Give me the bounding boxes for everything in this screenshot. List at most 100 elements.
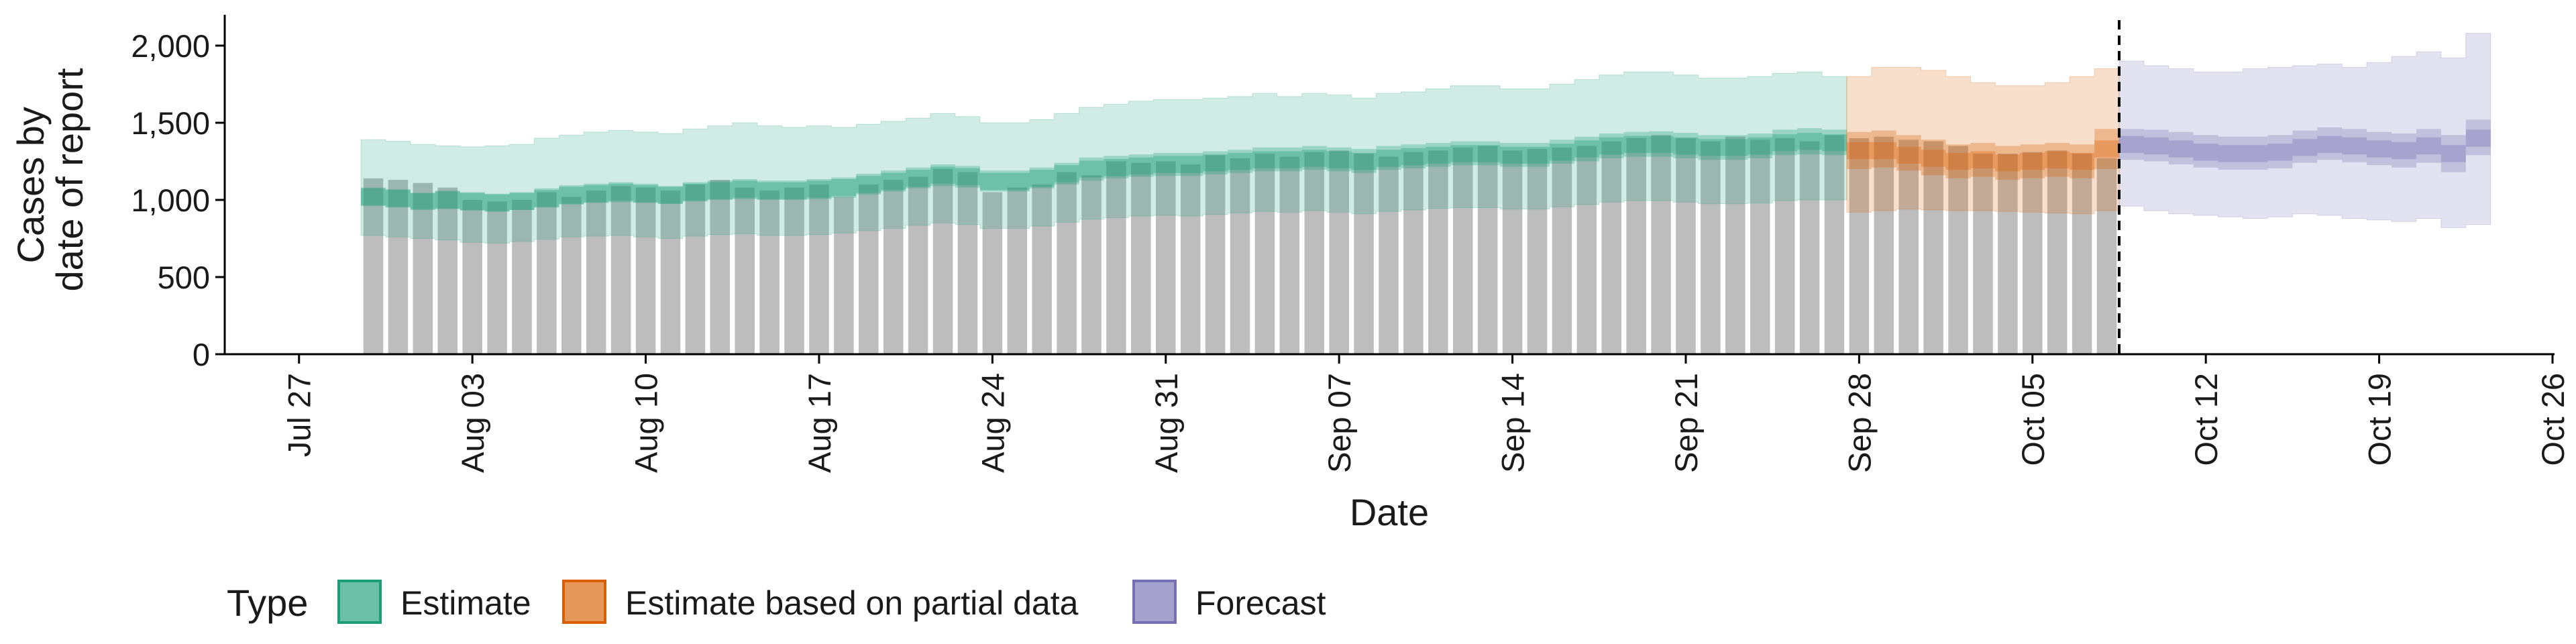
reported-cases-bar [437, 187, 458, 354]
x-tick-label: Oct 05 [2015, 373, 2051, 466]
reported-cases-bar [1874, 136, 1894, 354]
reported-cases-bar [1428, 150, 1448, 354]
reported-cases-bar [413, 182, 433, 354]
x-tick-label: Aug 03 [455, 373, 490, 473]
reported-cases-bar [883, 180, 904, 354]
estimate-ribbon-50 [361, 128, 1847, 212]
axes: 0 500 1,000 1,500 2,000 Jul 27 Aug 03 Aug 10 Au… [131, 15, 2571, 473]
reported-cases-bar [586, 191, 606, 354]
estimate-based-on-partial-data-median-band [1846, 140, 2119, 172]
reported-cases-bar [1824, 135, 1845, 354]
reported-cases-bar [685, 184, 706, 354]
x-axis-label: Date [1350, 491, 1429, 533]
reported-cases-bar [1626, 138, 1646, 354]
reported-cases-bar [487, 201, 507, 354]
y-tick-label: 1,000 [131, 182, 210, 218]
reported-cases-bar [1354, 154, 1374, 354]
reported-cases-bars [363, 135, 2117, 355]
reported-cases-bar [2023, 152, 2043, 354]
estimate-based-on-partial-data-ribbon-50 [1846, 129, 2119, 180]
reported-cases-bar [1799, 141, 1820, 354]
forecast-median-band [2119, 129, 2491, 162]
reported-cases-bar [1552, 147, 1572, 355]
reported-cases-bar [2072, 154, 2092, 354]
x-tick-label: Sep 28 [1841, 373, 1877, 473]
reported-cases-bar [784, 187, 804, 354]
x-tick-label: Aug 31 [1148, 373, 1184, 473]
reported-cases-bar [735, 187, 755, 354]
y-tick-label: 500 [158, 260, 210, 295]
estimate-based-on-partial-data-ribbon-90 [1846, 66, 2120, 215]
y-tick-label: 2,000 [131, 28, 210, 64]
reported-cases-bar [1774, 138, 1795, 354]
forecast-ribbon-50 [2119, 119, 2491, 172]
reported-cases-bar [462, 200, 482, 354]
reported-cases-bar [388, 180, 409, 354]
reported-cases-bar [1948, 146, 1968, 354]
reported-cases-bar [660, 191, 681, 354]
reported-cases-bar [1131, 162, 1151, 355]
x-tick-label: Oct 19 [2362, 373, 2398, 466]
reported-cases-bar [2096, 158, 2117, 354]
x-tick-label: Aug 17 [802, 373, 837, 473]
reported-cases-bar [1527, 149, 1548, 354]
reported-cases-bar [1279, 156, 1300, 354]
legend-key-estimate-based-on-partial-data [562, 580, 606, 624]
x-tick-label: Aug 24 [975, 373, 1010, 473]
reported-cases-bar [932, 169, 953, 354]
x-tick-label: Oct 12 [2188, 373, 2224, 466]
legend-label-estimate: Estimate [400, 584, 531, 622]
y-tick-label: 0 [193, 337, 210, 372]
reported-cases-bar [363, 178, 384, 354]
reported-cases-bar [610, 186, 631, 354]
reported-cases-bar [1379, 156, 1399, 354]
reported-cases-bar [1081, 175, 1102, 354]
legend-label-estimate-based-on-partial-data: Estimate based on partial data [625, 584, 1079, 622]
reported-cases-bar [561, 197, 582, 354]
reported-cases-bar [1057, 172, 1077, 354]
y-axis-label: Cases by date of report [9, 68, 91, 292]
reported-cases-bar [1452, 147, 1473, 355]
x-tick-label: Sep 14 [1495, 373, 1531, 473]
x-tick-label: Sep 07 [1322, 373, 1357, 473]
reported-cases-bar [1156, 161, 1176, 354]
reported-cases-bar [1502, 150, 1523, 354]
reported-cases-bar [710, 180, 731, 354]
reported-cases-bar [1651, 135, 1671, 354]
reported-cases-bar [859, 184, 879, 354]
y-tick-label: 1,500 [131, 105, 210, 141]
reported-cases-bar [1725, 136, 1746, 354]
reported-cases-bar [1205, 155, 1226, 355]
reported-cases-bar [1032, 184, 1052, 354]
reported-cases-bar [1601, 141, 1621, 354]
reported-cases-bar [759, 191, 780, 354]
reported-cases-bar [834, 197, 854, 354]
legend-title: Type [227, 582, 308, 624]
reported-cases-bar [635, 187, 656, 354]
reported-cases-bar [1254, 154, 1275, 354]
estimate-median-band [361, 133, 1847, 212]
reported-cases-bar [1477, 146, 1498, 354]
reported-cases-bar [1849, 138, 1870, 354]
reported-cases-bar [1329, 150, 1349, 354]
x-tick-label: Sep 21 [1668, 373, 1704, 473]
reported-cases-bar [1701, 141, 1721, 354]
reported-cases-bar [1403, 152, 1424, 354]
reported-cases-bar [1007, 187, 1028, 354]
reported-cases-bar [2047, 150, 2068, 354]
reported-cases-bar [1676, 138, 1696, 354]
reported-cases-bar [1304, 152, 1325, 354]
reported-cases-bar [1973, 154, 1993, 354]
reported-cases-bar [1998, 154, 2018, 354]
x-tick-label: Oct 26 [2535, 373, 2571, 466]
reported-cases-bar [512, 200, 532, 354]
x-axis-ticks: Jul 27 Aug 03 Aug 10 Aug 17 Aug 24 Aug 31 Sep … [282, 354, 2571, 473]
reported-cases-bar [982, 192, 1003, 354]
legend-key-estimate [337, 580, 382, 624]
reported-cases-bar [1230, 158, 1250, 354]
reported-cases-bar [1180, 164, 1201, 354]
reported-cases-bar [957, 172, 978, 354]
reported-cases-bar [1106, 161, 1126, 354]
legend-label-forecast: Forecast [1195, 584, 1326, 622]
estimate-ribbons [360, 33, 2491, 244]
